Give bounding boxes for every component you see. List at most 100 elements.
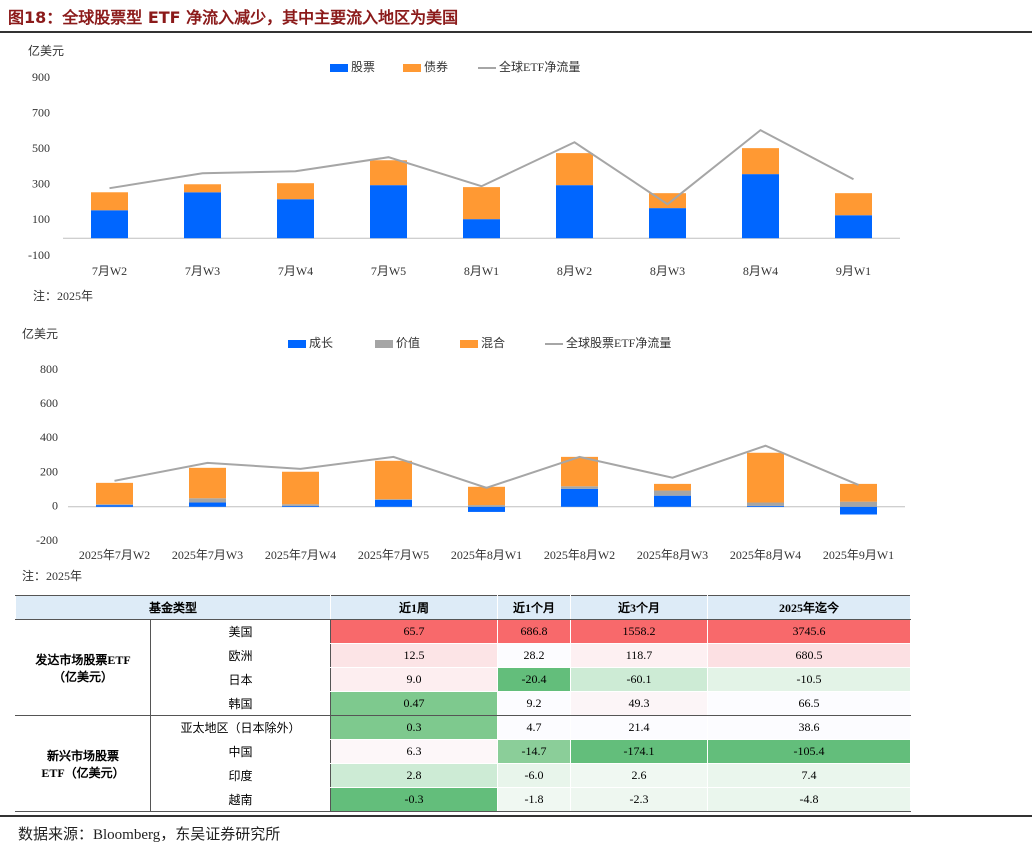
table-row: 印度 2.8 -6.0 2.6 7.4 (16, 763, 911, 788)
y-tick-label: 600 (40, 396, 58, 410)
bar (840, 483, 877, 502)
x-tick-label: 2025年8月W2 (544, 548, 615, 562)
value-cell: 2.8 (330, 763, 498, 788)
bar (96, 482, 133, 505)
value-cell: -60.1 (570, 667, 708, 692)
y-tick-label: 300 (32, 177, 50, 191)
value-cell: -2.3 (570, 787, 708, 812)
bar (468, 506, 505, 512)
legend-label: 价值 (396, 335, 420, 350)
value-cell: -105.4 (707, 739, 911, 764)
x-tick-label: 9月W1 (836, 264, 871, 278)
bar (189, 502, 226, 507)
value-cell: 1558.2 (570, 619, 708, 644)
bar (840, 506, 877, 515)
y-tick-label: 100 (32, 212, 50, 226)
bar (282, 504, 319, 506)
region-cell: 中国 (150, 739, 331, 764)
y-tick-label: -200 (36, 533, 58, 547)
value-cell: 0.47 (330, 691, 498, 716)
note: 注：2025年 (22, 568, 82, 583)
value-cell: 66.5 (707, 691, 911, 716)
x-tick-label: 2025年7月W4 (265, 548, 336, 562)
bar (96, 505, 133, 507)
note: 注：2025年 (33, 288, 93, 303)
header-cell: 近3个月 (570, 595, 708, 620)
line (114, 444, 859, 489)
bar (463, 187, 500, 220)
bar (561, 488, 598, 507)
group-label: 新兴市场股票 ETF（亿美元） (15, 715, 151, 812)
y-tick-label: 900 (32, 70, 50, 84)
bar (556, 185, 593, 239)
region-cell: 韩国 (150, 691, 331, 716)
bar (649, 208, 686, 239)
x-tick-label: 2025年7月W3 (172, 548, 243, 562)
y-tick-label: 200 (40, 464, 58, 478)
legend-label: 全球ETF净流量 (499, 59, 580, 74)
x-tick-label: 7月W5 (371, 264, 406, 278)
x-tick-label: 8月W1 (464, 264, 499, 278)
bar (556, 153, 593, 186)
flow-table: 基金类型 近1周 近1个月 近3个月 2025年迄今 发达市场股票ETF （亿美元… (15, 595, 911, 812)
bar (840, 501, 877, 507)
x-tick-label: 7月W4 (278, 264, 313, 278)
bar (654, 483, 691, 491)
header-cell: 近1个月 (497, 595, 571, 620)
x-tick-label: 8月W3 (650, 264, 685, 278)
bar (277, 183, 314, 200)
bar (835, 215, 872, 239)
table-row: 新兴市场股票 ETF（亿美元） 亚太地区（日本除外） 0.3 4.7 21.4 38.6 (15, 715, 911, 812)
value-cell: 49.3 (570, 691, 708, 716)
y-tick-label: -100 (28, 248, 50, 262)
x-tick-label: 8月W2 (557, 264, 592, 278)
region-cell: 日本 (150, 667, 331, 692)
group-label: 发达市场股票ETF （亿美元） (15, 619, 151, 716)
value-cell: 38.6 (707, 715, 911, 740)
value-cell: 4.7 (497, 715, 571, 740)
value-cell: -6.0 (497, 763, 571, 788)
line (109, 128, 854, 206)
bar (282, 471, 319, 505)
bar (375, 499, 412, 500)
legend-swatch (330, 64, 348, 72)
bar (835, 193, 872, 216)
value-cell: -10.5 (707, 667, 911, 692)
value-cell: -20.4 (497, 667, 571, 692)
region-cell: 欧洲 (150, 643, 331, 668)
bar (561, 486, 598, 489)
value-cell: 9.0 (330, 667, 498, 692)
value-cell: 6.3 (330, 739, 498, 764)
bar (375, 499, 412, 507)
x-tick-label: 2025年8月W3 (637, 548, 708, 562)
bar (742, 148, 779, 175)
rule (0, 31, 1032, 33)
value-cell: 3745.6 (707, 619, 911, 644)
group-label-line: 发达市场股票ETF (35, 652, 131, 667)
bar (282, 505, 319, 507)
x-tick-label: 2025年7月W2 (79, 548, 150, 562)
value-cell: 12.5 (330, 643, 498, 668)
table-row: 越南 -0.3 -1.8 -2.3 -4.8 (16, 787, 911, 812)
value-cell: -174.1 (570, 739, 708, 764)
bar (468, 505, 505, 507)
legend-label: 混合 (481, 335, 505, 350)
x-tick-label: 2025年7月W5 (358, 548, 429, 562)
value-cell: -14.7 (497, 739, 571, 764)
legend-label: 成长 (309, 336, 333, 350)
legend-swatch (403, 64, 421, 72)
bar (91, 192, 128, 211)
y-tick-label: 500 (32, 141, 50, 155)
bar (277, 199, 314, 239)
group-label-line: 新兴市场股票 (46, 748, 119, 763)
value-cell: -0.3 (330, 787, 498, 812)
x-tick-label: 2025年8月W1 (451, 548, 522, 562)
bar (184, 192, 221, 239)
bar (96, 504, 133, 506)
value-cell: 21.4 (570, 715, 708, 740)
unit-label: 亿美元 (28, 43, 64, 58)
x-tick-label: 2025年9月W1 (823, 548, 894, 562)
bar (747, 502, 784, 506)
